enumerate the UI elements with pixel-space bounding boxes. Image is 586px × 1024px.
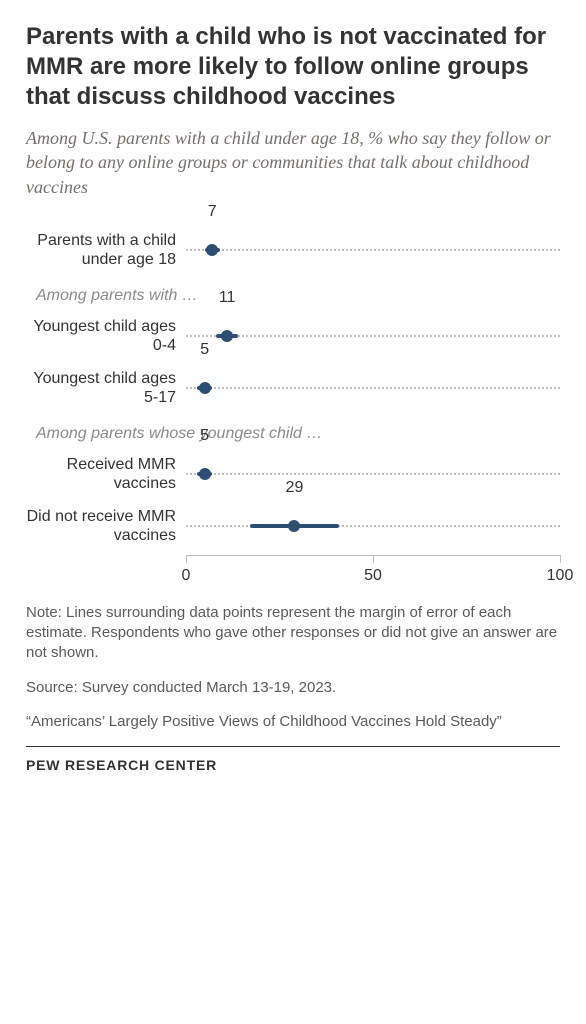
chart-title: Parents with a child who is not vaccinat…	[26, 22, 560, 112]
axis-tick	[186, 555, 187, 563]
chart-report-title: “Americans’ Largely Positive Views of Ch…	[26, 712, 560, 732]
data-point	[199, 382, 211, 394]
chart-subtitle: Among U.S. parents with a child under ag…	[26, 126, 560, 199]
axis-tick-label: 50	[364, 567, 382, 585]
row-label: Youngest child ages 0-4	[26, 317, 186, 355]
gridline	[186, 249, 560, 251]
data-point	[288, 520, 300, 532]
x-axis: 050100	[26, 555, 560, 589]
chart-note: Note: Lines surrounding data points repr…	[26, 603, 560, 664]
row-label: Did not receive MMR vaccines	[26, 507, 186, 545]
plot-area: 5	[186, 451, 560, 497]
dot-chart: Parents with a child under age 187 Among …	[26, 227, 560, 589]
axis-tick	[560, 555, 561, 563]
group-header: Among parents whose youngest child …	[26, 425, 560, 443]
data-point	[206, 244, 218, 256]
gridline	[186, 525, 560, 527]
plot-area: 5	[186, 365, 560, 411]
gridline	[186, 335, 560, 337]
data-point	[199, 468, 211, 480]
plot-area: 7	[186, 227, 560, 273]
group-header: Among parents with …	[26, 287, 560, 305]
value-label: 11	[219, 289, 236, 307]
value-label: 7	[208, 203, 217, 221]
chart-row: Youngest child ages 5-175	[26, 365, 560, 411]
axis-tick-label: 0	[182, 567, 191, 585]
attribution: PEW RESEARCH CENTER	[26, 757, 560, 773]
chart-row: Youngest child ages 0-411	[26, 313, 560, 359]
value-label: 5	[200, 427, 209, 445]
value-label: 5	[200, 341, 209, 359]
row-label: Received MMR vaccines	[26, 455, 186, 493]
plot-area: 29	[186, 503, 560, 549]
data-point	[221, 330, 233, 342]
row-label: Parents with a child under age 18	[26, 231, 186, 269]
chart-row: Did not receive MMR vaccines29	[26, 503, 560, 549]
chart-source: Source: Survey conducted March 13-19, 20…	[26, 678, 560, 698]
axis-tick-label: 100	[547, 567, 574, 585]
gridline	[186, 473, 560, 475]
divider	[26, 746, 560, 747]
gridline	[186, 387, 560, 389]
value-label: 29	[286, 479, 304, 497]
chart-row: Parents with a child under age 187	[26, 227, 560, 273]
row-label: Youngest child ages 5-17	[26, 369, 186, 407]
axis-tick	[373, 555, 374, 563]
plot-area: 11	[186, 313, 560, 359]
